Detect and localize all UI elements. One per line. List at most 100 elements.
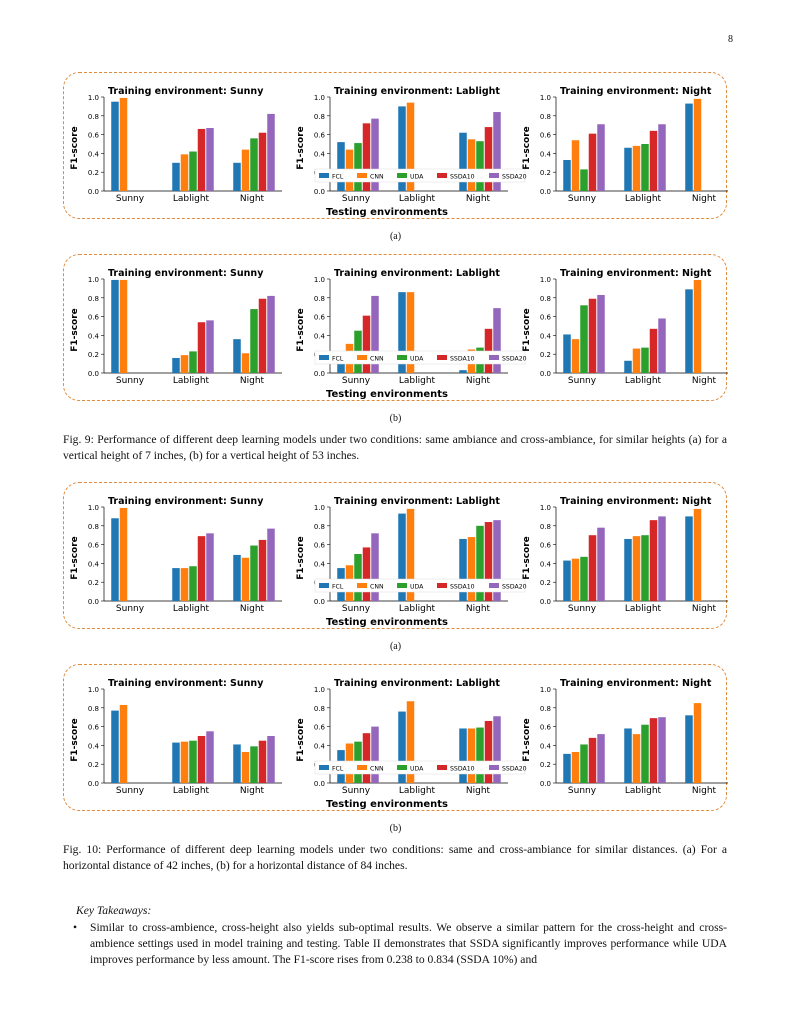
bar-ssda10 <box>362 315 371 373</box>
x-tick-label: Sunny <box>342 194 371 204</box>
bar-cnn <box>241 149 250 191</box>
bar-ssda20 <box>371 726 379 783</box>
y-tick-label: 1.0 <box>540 94 551 102</box>
bar-ssda10 <box>362 547 371 601</box>
bar-ssda20 <box>206 320 214 373</box>
bar-fcl <box>172 742 180 783</box>
figure-10-caption: Fig. 10: Performance of different deep l… <box>63 843 727 872</box>
bar-cnn <box>693 703 702 783</box>
bar-ssda20 <box>267 528 275 601</box>
bar-ssda10 <box>588 133 597 191</box>
panel-title: Training environment: Night <box>560 496 712 507</box>
x-tick-label: Sunny <box>342 376 371 386</box>
y-tick-label: 0.8 <box>314 705 325 713</box>
y-axis-label: F1-score <box>522 126 532 170</box>
bar-fcl <box>398 106 406 191</box>
y-axis-label: F1-score <box>296 536 306 580</box>
chart-panel: Training environment: Lablight F1-score 0.… <box>296 268 527 400</box>
bar-fcl <box>111 710 119 783</box>
bar-cnn <box>693 508 702 601</box>
bar-cnn <box>467 728 476 783</box>
bar-ssda10 <box>649 718 658 783</box>
bar-ssda10 <box>649 130 658 191</box>
chart-panel: Training environment: Night F1-score 0.0 0.… <box>522 496 728 614</box>
bar-uda <box>250 138 258 191</box>
bar-uda <box>189 151 197 191</box>
bar-ssda20 <box>371 295 379 373</box>
chart-canvas: Training environment: Sunny F1-score 0.0 0.… <box>70 496 728 628</box>
bar-ssda10 <box>484 127 493 191</box>
y-tick-label: 0.4 <box>314 150 326 158</box>
legend-swatch <box>437 173 447 178</box>
y-axis-label: F1-score <box>522 718 532 762</box>
bar-uda <box>354 554 362 601</box>
x-tick-label: Lablight <box>399 786 436 796</box>
x-tick-label: Sunny <box>116 194 145 204</box>
y-tick-label: 1.0 <box>540 276 551 284</box>
bar-fcl <box>111 101 119 191</box>
y-tick-label: 1.0 <box>314 276 325 284</box>
bar-ssda20 <box>597 527 605 601</box>
legend-swatch <box>397 765 407 770</box>
bar-fcl <box>685 715 693 783</box>
bar-cnn <box>406 701 415 783</box>
y-tick-label: 1.0 <box>314 686 325 694</box>
y-tick-label: 0.6 <box>88 314 100 322</box>
bar-fcl <box>563 334 571 373</box>
legend-swatch <box>319 583 329 588</box>
y-axis-label: F1-score <box>296 718 306 762</box>
bar-ssda20 <box>206 128 214 191</box>
panel-title: Training environment: Sunny <box>108 496 264 507</box>
legend-swatch <box>489 583 499 588</box>
y-tick-label: 0.6 <box>540 132 552 140</box>
y-tick-label: 0.6 <box>88 542 100 550</box>
panel-title: Training environment: Lablight <box>334 268 500 279</box>
bar-fcl <box>398 292 406 373</box>
y-tick-label: 0.2 <box>88 761 99 769</box>
y-tick-label: 0.8 <box>314 523 325 531</box>
panel-title: Training environment: Night <box>560 678 712 689</box>
y-tick-label: 0.8 <box>88 113 99 121</box>
y-tick-label: 1.0 <box>540 686 551 694</box>
bar-uda <box>580 169 588 191</box>
bar-ssda10 <box>197 536 206 601</box>
x-tick-label: Lablight <box>625 786 662 796</box>
legend-label: CNN <box>370 584 384 591</box>
bar-cnn <box>632 348 641 373</box>
bar-ssda20 <box>493 716 501 783</box>
y-tick-label: 0.8 <box>540 523 551 531</box>
y-axis-label: F1-score <box>70 308 80 352</box>
bar-cnn <box>693 98 702 191</box>
legend-swatch <box>437 355 447 360</box>
chart-canvas: Training environment: Sunny F1-score 0.0 0.… <box>70 268 728 400</box>
bar-ssda20 <box>371 533 379 601</box>
y-tick-label: 0.2 <box>540 579 551 587</box>
y-tick-label: 0.6 <box>540 542 552 550</box>
y-tick-label: 0.8 <box>540 295 551 303</box>
x-tick-label: Lablight <box>173 786 210 796</box>
x-tick-label: Sunny <box>568 786 597 796</box>
legend-label: CNN <box>370 356 384 363</box>
legend-box <box>314 168 526 183</box>
key-takeaways-heading: Key Takeaways: <box>76 904 152 917</box>
bar-ssda10 <box>588 298 597 373</box>
bar-uda <box>189 566 197 601</box>
panel-title: Training environment: Lablight <box>334 496 500 507</box>
bar-ssda10 <box>258 298 267 373</box>
bar-fcl <box>111 279 119 373</box>
y-tick-label: 0.4 <box>88 150 100 158</box>
bar-ssda10 <box>484 522 493 601</box>
bar-cnn <box>180 154 189 191</box>
x-tick-label: Night <box>466 376 491 386</box>
bar-fcl <box>111 518 119 601</box>
bullet-icon: • <box>73 921 78 934</box>
panel-title: Training environment: Night <box>560 268 712 279</box>
y-tick-label: 0.4 <box>88 332 100 340</box>
x-tick-label: Night <box>240 194 265 204</box>
legend-label: FCL <box>332 174 344 181</box>
bar-ssda20 <box>206 533 214 601</box>
x-tick-label: Night <box>466 786 491 796</box>
bar-ssda20 <box>658 318 666 373</box>
x-tick-label: Lablight <box>625 376 662 386</box>
list-item: • Similar to cross-ambience, cross-heigh… <box>63 920 727 968</box>
